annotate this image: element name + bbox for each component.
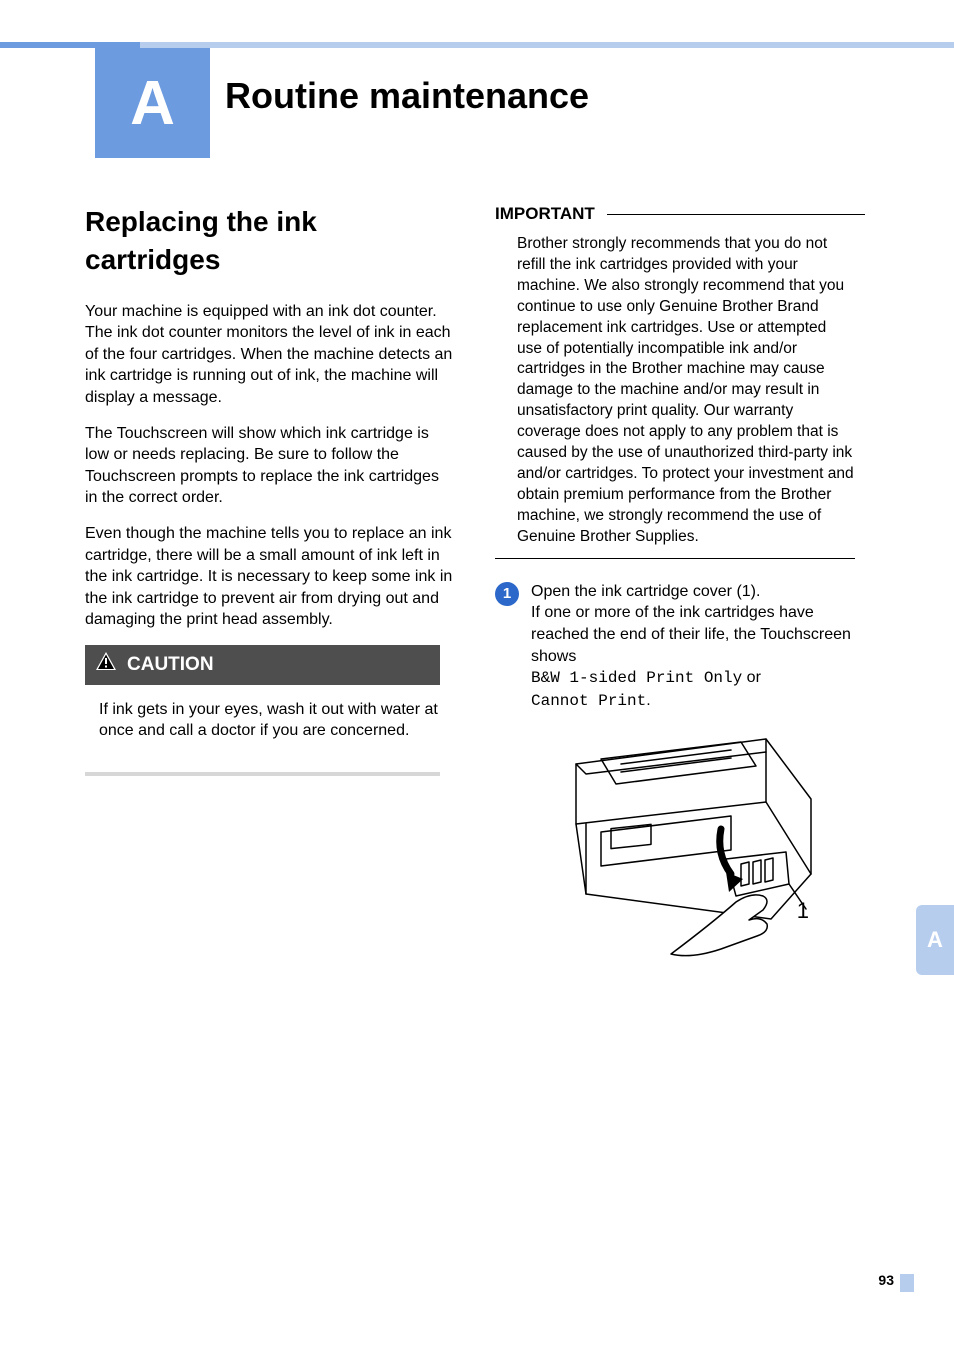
screen-message: B&W 1-sided Print Only: [531, 669, 742, 687]
step-text: .: [646, 692, 650, 709]
important-rule: [607, 214, 865, 215]
page-number-marker: [900, 1274, 914, 1292]
important-header: IMPORTANT: [495, 203, 865, 226]
chapter-letter: A: [130, 68, 175, 139]
right-column: IMPORTANT Brother strongly recommends th…: [495, 195, 865, 964]
printer-illustration: 1: [531, 724, 831, 964]
content-columns: Replacing the ink cartridges Your machin…: [85, 195, 865, 964]
paragraph: Even though the machine tells you to rep…: [85, 523, 455, 631]
step-1: 1 Open the ink cartridge cover (1). If o…: [495, 581, 865, 713]
printer-icon: [531, 724, 831, 964]
important-label: IMPORTANT: [495, 203, 595, 226]
section-heading: Replacing the ink cartridges: [85, 203, 455, 279]
side-tab-label: A: [927, 927, 943, 953]
step-text: or: [742, 669, 761, 686]
warning-triangle-icon: [95, 651, 117, 679]
step-text: If one or more of the ink cartridges hav…: [531, 604, 851, 664]
step-body: Open the ink cartridge cover (1). If one…: [531, 581, 865, 713]
caution-underline: [85, 772, 440, 776]
step-text: Open the ink cartridge cover (1).: [531, 583, 760, 600]
important-text: Brother strongly recommends that you do …: [517, 234, 855, 548]
side-tab: A: [916, 905, 954, 975]
caution-label: CAUTION: [127, 652, 214, 678]
page-number: 93: [878, 1272, 894, 1288]
important-box: Brother strongly recommends that you do …: [495, 234, 855, 559]
step-number-bullet: 1: [495, 582, 519, 606]
caution-text: If ink gets in your eyes, wash it out wi…: [85, 699, 455, 742]
caution-heading: CAUTION: [85, 645, 440, 685]
left-column: Replacing the ink cartridges Your machin…: [85, 195, 455, 964]
paragraph: The Touchscreen will show which ink cart…: [85, 423, 455, 509]
chapter-badge: A: [95, 48, 210, 158]
paragraph: Your machine is equipped with an ink dot…: [85, 301, 455, 409]
figure-callout: 1: [797, 896, 809, 926]
screen-message: Cannot Print: [531, 692, 646, 710]
chapter-title: Routine maintenance: [225, 75, 589, 117]
